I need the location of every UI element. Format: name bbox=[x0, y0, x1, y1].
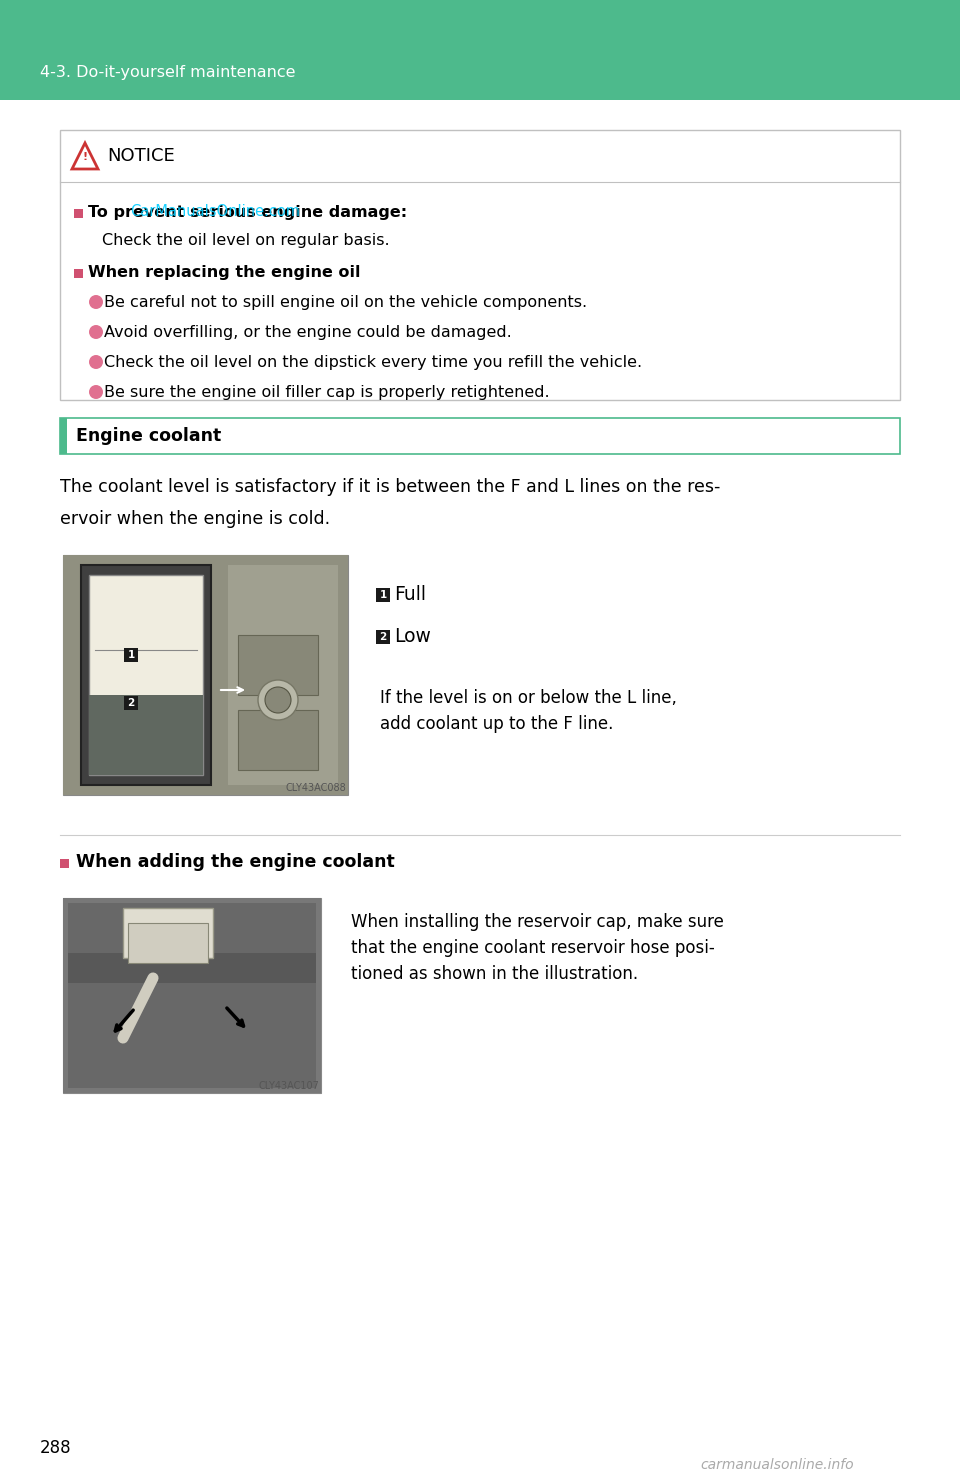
Text: When replacing the engine oil: When replacing the engine oil bbox=[88, 264, 361, 279]
Circle shape bbox=[258, 680, 298, 720]
Text: ervoir when the engine is cold.: ervoir when the engine is cold. bbox=[60, 510, 330, 528]
Bar bbox=[81, 565, 211, 785]
Bar bbox=[376, 588, 390, 603]
Text: CLY43AC107: CLY43AC107 bbox=[258, 1080, 319, 1091]
Polygon shape bbox=[72, 142, 98, 169]
Bar bbox=[238, 709, 318, 770]
Circle shape bbox=[89, 355, 103, 370]
Text: tioned as shown in the illustration.: tioned as shown in the illustration. bbox=[351, 965, 638, 982]
Bar bbox=[124, 649, 138, 662]
Text: Check the oil level on the dipstick every time you refill the vehicle.: Check the oil level on the dipstick ever… bbox=[104, 355, 642, 370]
Text: that the engine coolant reservoir hose posi-: that the engine coolant reservoir hose p… bbox=[351, 939, 715, 957]
Bar bbox=[60, 131, 900, 401]
Bar bbox=[0, 0, 960, 99]
Text: Be sure the engine oil filler cap is properly retightened.: Be sure the engine oil filler cap is pro… bbox=[104, 384, 550, 399]
Bar bbox=[63, 898, 321, 1094]
Bar bbox=[74, 208, 83, 218]
Bar bbox=[238, 635, 318, 695]
Text: 2: 2 bbox=[128, 697, 134, 708]
Bar bbox=[63, 555, 348, 795]
Bar bbox=[60, 859, 69, 868]
Text: Full: Full bbox=[394, 586, 426, 604]
Bar bbox=[228, 565, 338, 785]
Text: 1: 1 bbox=[379, 591, 387, 600]
Text: If the level is on or below the L line,: If the level is on or below the L line, bbox=[380, 689, 677, 706]
Text: add coolant up to the F line.: add coolant up to the F line. bbox=[380, 715, 613, 733]
Circle shape bbox=[89, 325, 103, 338]
Text: !: ! bbox=[83, 151, 87, 162]
Text: To prevent serious engine damage:: To prevent serious engine damage: bbox=[88, 205, 407, 220]
Bar bbox=[60, 418, 900, 454]
Bar bbox=[63, 555, 348, 795]
Text: When installing the reservoir cap, make sure: When installing the reservoir cap, make … bbox=[351, 913, 724, 930]
Text: Check the oil level on regular basis.: Check the oil level on regular basis. bbox=[102, 233, 390, 248]
Bar bbox=[124, 696, 138, 709]
Text: Be careful not to spill engine oil on the vehicle components.: Be careful not to spill engine oil on th… bbox=[104, 294, 588, 310]
Bar bbox=[63, 898, 321, 1094]
Text: carmanualsonline.info: carmanualsonline.info bbox=[700, 1457, 853, 1472]
Text: 288: 288 bbox=[40, 1439, 72, 1457]
Circle shape bbox=[89, 384, 103, 399]
Bar bbox=[60, 418, 67, 454]
Bar bbox=[68, 953, 316, 982]
Circle shape bbox=[265, 687, 291, 712]
Text: 2: 2 bbox=[379, 632, 387, 643]
Text: When adding the engine coolant: When adding the engine coolant bbox=[76, 853, 395, 871]
Bar bbox=[68, 902, 316, 1088]
Text: Low: Low bbox=[394, 628, 431, 647]
Bar bbox=[123, 908, 213, 959]
Text: Avoid overfilling, or the engine could be damaged.: Avoid overfilling, or the engine could b… bbox=[104, 325, 512, 340]
Circle shape bbox=[89, 295, 103, 309]
Text: CLY43AC088: CLY43AC088 bbox=[285, 784, 346, 792]
Bar bbox=[89, 695, 203, 775]
Text: The coolant level is satisfactory if it is between the F and L lines on the res-: The coolant level is satisfactory if it … bbox=[60, 478, 720, 496]
Bar bbox=[128, 923, 208, 963]
Bar bbox=[74, 269, 83, 278]
Text: NOTICE: NOTICE bbox=[107, 147, 175, 165]
Text: CarManualsOnline.com: CarManualsOnline.com bbox=[130, 205, 300, 220]
Text: 1: 1 bbox=[128, 650, 134, 660]
Bar bbox=[89, 574, 203, 775]
Text: 4-3. Do-it-yourself maintenance: 4-3. Do-it-yourself maintenance bbox=[40, 64, 296, 80]
Bar bbox=[376, 631, 390, 644]
Text: Engine coolant: Engine coolant bbox=[76, 427, 221, 445]
